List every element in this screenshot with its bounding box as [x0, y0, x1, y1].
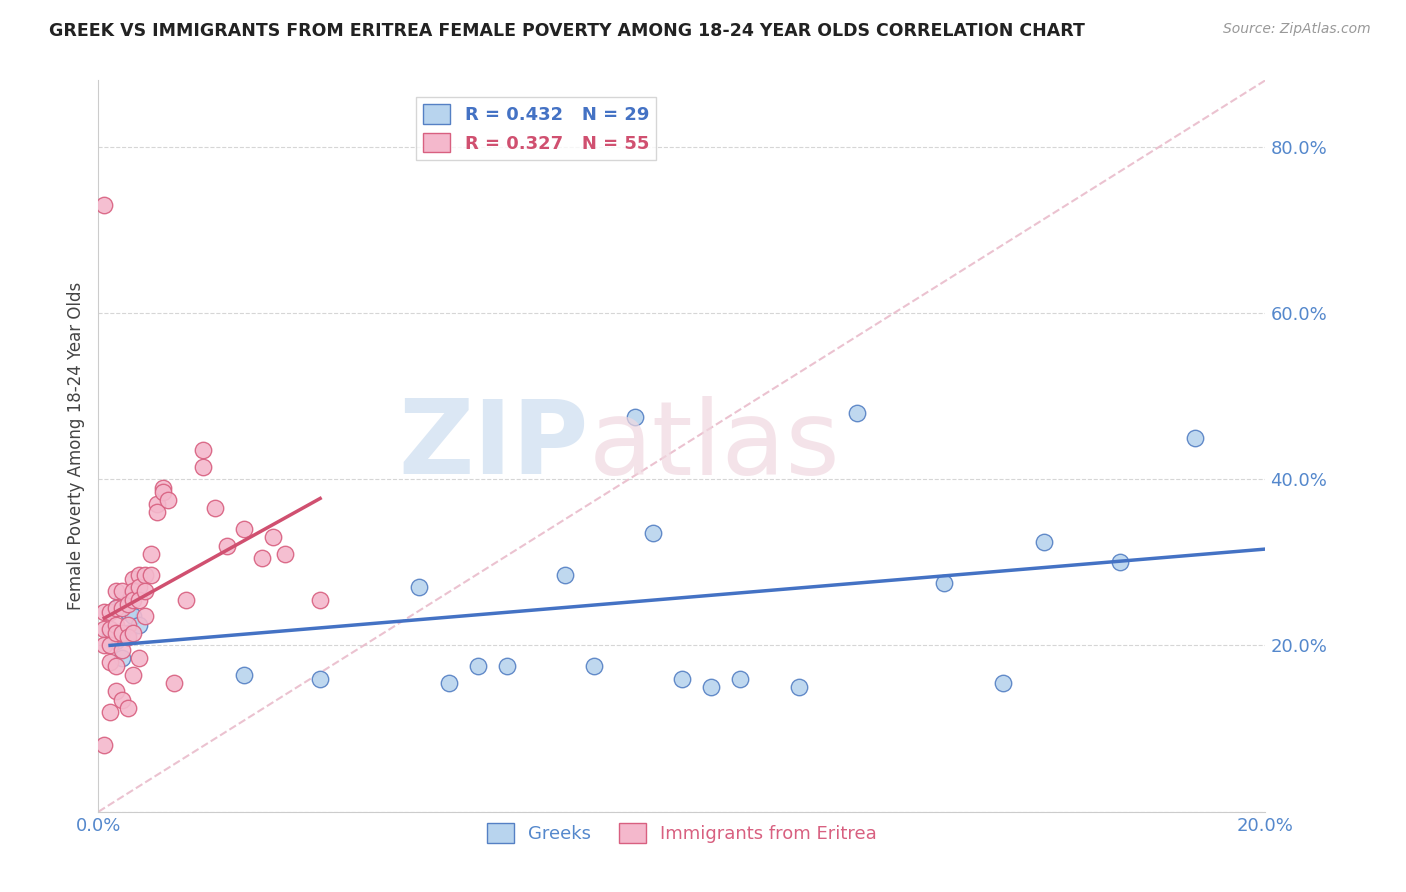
- Point: [104, 659, 127, 673]
- Point: [787, 680, 810, 694]
- Point: [554, 567, 576, 582]
- Point: [204, 501, 226, 516]
- Point: [117, 605, 139, 619]
- Point: [93, 198, 115, 212]
- Point: [111, 642, 134, 657]
- Point: [309, 672, 332, 686]
- Text: ZIP: ZIP: [398, 395, 589, 497]
- Point: [98, 705, 121, 719]
- Point: [934, 576, 956, 591]
- Point: [111, 651, 134, 665]
- Y-axis label: Female Poverty Among 18-24 Year Olds: Female Poverty Among 18-24 Year Olds: [66, 282, 84, 610]
- Point: [250, 551, 273, 566]
- Point: [496, 659, 519, 673]
- Point: [104, 617, 127, 632]
- Point: [122, 584, 145, 599]
- Point: [98, 655, 121, 669]
- Point: [104, 601, 127, 615]
- Point: [117, 597, 139, 611]
- Point: [991, 676, 1014, 690]
- Point: [146, 497, 169, 511]
- Point: [134, 584, 156, 599]
- Point: [104, 601, 127, 615]
- Point: [93, 605, 115, 619]
- Point: [122, 592, 145, 607]
- Point: [128, 567, 150, 582]
- Point: [146, 506, 169, 520]
- Point: [152, 481, 174, 495]
- Point: [104, 634, 127, 648]
- Point: [98, 605, 121, 619]
- Point: [117, 626, 139, 640]
- Point: [274, 547, 297, 561]
- Point: [152, 484, 174, 499]
- Point: [174, 592, 197, 607]
- Point: [641, 526, 664, 541]
- Point: [117, 617, 139, 632]
- Point: [139, 547, 162, 561]
- Point: [134, 567, 156, 582]
- Point: [128, 617, 150, 632]
- Point: [408, 580, 430, 594]
- Point: [117, 701, 139, 715]
- Point: [215, 539, 238, 553]
- Point: [122, 609, 145, 624]
- Legend: Greeks, Immigrants from Eritrea: Greeks, Immigrants from Eritrea: [479, 816, 884, 850]
- Point: [111, 601, 134, 615]
- Point: [128, 592, 150, 607]
- Point: [111, 584, 134, 599]
- Point: [1184, 431, 1206, 445]
- Point: [262, 530, 284, 544]
- Point: [122, 626, 145, 640]
- Point: [122, 572, 145, 586]
- Point: [671, 672, 693, 686]
- Point: [700, 680, 723, 694]
- Point: [93, 639, 115, 653]
- Point: [730, 672, 752, 686]
- Text: Source: ZipAtlas.com: Source: ZipAtlas.com: [1223, 22, 1371, 37]
- Point: [309, 592, 332, 607]
- Point: [846, 406, 869, 420]
- Point: [1108, 555, 1130, 569]
- Point: [104, 684, 127, 698]
- Text: GREEK VS IMMIGRANTS FROM ERITREA FEMALE POVERTY AMONG 18-24 YEAR OLDS CORRELATIO: GREEK VS IMMIGRANTS FROM ERITREA FEMALE …: [49, 22, 1085, 40]
- Point: [583, 659, 606, 673]
- Point: [98, 639, 121, 653]
- Point: [104, 626, 127, 640]
- Point: [93, 622, 115, 636]
- Point: [111, 592, 134, 607]
- Point: [467, 659, 489, 673]
- Point: [98, 622, 121, 636]
- Point: [134, 609, 156, 624]
- Point: [1032, 534, 1054, 549]
- Point: [128, 651, 150, 665]
- Point: [193, 443, 215, 458]
- Point: [128, 580, 150, 594]
- Point: [193, 459, 215, 474]
- Point: [117, 630, 139, 644]
- Point: [624, 409, 647, 424]
- Point: [93, 738, 115, 752]
- Point: [163, 676, 186, 690]
- Text: atlas: atlas: [589, 395, 841, 497]
- Point: [111, 626, 134, 640]
- Point: [111, 692, 134, 706]
- Point: [233, 522, 256, 536]
- Point: [233, 667, 256, 681]
- Point: [139, 567, 162, 582]
- Point: [104, 584, 127, 599]
- Point: [437, 676, 460, 690]
- Point: [157, 493, 180, 508]
- Point: [98, 626, 121, 640]
- Point: [122, 667, 145, 681]
